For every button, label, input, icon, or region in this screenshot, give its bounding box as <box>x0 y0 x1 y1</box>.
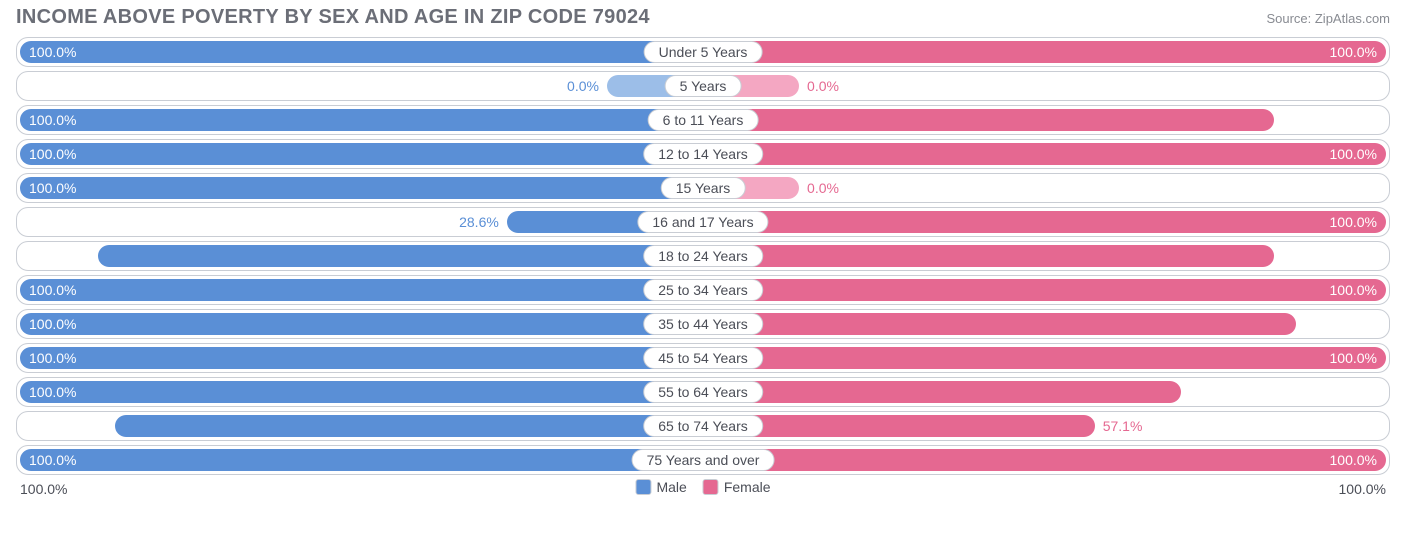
chart-header: INCOME ABOVE POVERTY BY SEX AND AGE IN Z… <box>10 6 1396 35</box>
male-bar <box>20 347 703 369</box>
legend-label-male: Male <box>656 479 686 495</box>
male-bar <box>115 415 703 437</box>
age-label: 18 to 24 Years <box>643 245 763 267</box>
female-value: 86.4% <box>1337 316 1377 332</box>
female-value: 100.0% <box>1330 452 1377 468</box>
female-bar <box>703 313 1296 335</box>
age-label: 6 to 11 Years <box>648 109 759 131</box>
female-bar <box>703 211 1386 233</box>
male-bar <box>20 279 703 301</box>
male-bar <box>98 245 703 267</box>
male-bar <box>20 313 703 335</box>
female-bar <box>703 143 1386 165</box>
female-bar <box>703 347 1386 369</box>
male-value: 100.0% <box>29 44 76 60</box>
male-value: 100.0% <box>29 452 76 468</box>
age-label: 45 to 54 Years <box>643 347 763 369</box>
male-value: 85.7% <box>29 418 69 434</box>
chart-row: 100.0% 100.0% Under 5 Years <box>16 37 1390 67</box>
chart-row: 28.6% 100.0% 16 and 17 Years <box>16 207 1390 237</box>
female-value: 69.7% <box>1337 384 1377 400</box>
legend-female: Female <box>703 479 771 495</box>
chart-row: 100.0% 100.0% 45 to 54 Years <box>16 343 1390 373</box>
female-value: 0.0% <box>807 78 839 94</box>
female-value: 100.0% <box>1330 146 1377 162</box>
male-bar <box>20 177 703 199</box>
chart-row: 85.7% 57.1% 65 to 74 Years <box>16 411 1390 441</box>
male-value: 100.0% <box>29 112 76 128</box>
female-value: 100.0% <box>1330 282 1377 298</box>
chart-rows: 100.0% 100.0% Under 5 Years 0.0% 0.0% 5 Years… <box>10 35 1396 475</box>
male-bar <box>20 381 703 403</box>
chart-title: INCOME ABOVE POVERTY BY SEX AND AGE IN Z… <box>16 6 650 29</box>
female-value: 100.0% <box>1330 350 1377 366</box>
age-label: 25 to 34 Years <box>643 279 763 301</box>
female-value: 83.3% <box>1337 112 1377 128</box>
age-label: 12 to 14 Years <box>643 143 763 165</box>
male-bar <box>20 109 703 131</box>
axis-tick-left: 100.0% <box>20 481 67 497</box>
male-value: 100.0% <box>29 316 76 332</box>
male-value: 100.0% <box>29 350 76 366</box>
age-label: 15 Years <box>661 177 746 199</box>
legend-swatch-female <box>703 479 719 495</box>
chart-row: 100.0% 100.0% 25 to 34 Years <box>16 275 1390 305</box>
female-bar <box>703 449 1386 471</box>
legend-swatch-male <box>635 479 651 495</box>
female-value: 0.0% <box>807 180 839 196</box>
chart-legend: Male Female <box>635 479 770 495</box>
age-label: 55 to 64 Years <box>643 381 763 403</box>
chart-row: 100.0% 0.0% 15 Years <box>16 173 1390 203</box>
legend-male: Male <box>635 479 686 495</box>
chart-row: 100.0% 100.0% 75 Years and over <box>16 445 1390 475</box>
female-value: 100.0% <box>1330 44 1377 60</box>
age-label: 75 Years and over <box>632 449 775 471</box>
male-value: 100.0% <box>29 146 76 162</box>
female-bar <box>703 41 1386 63</box>
male-value: 100.0% <box>29 384 76 400</box>
male-bar <box>20 449 703 471</box>
female-bar <box>703 381 1181 403</box>
chart-row: 100.0% 100.0% 12 to 14 Years <box>16 139 1390 169</box>
chart-container: INCOME ABOVE POVERTY BY SEX AND AGE IN Z… <box>0 0 1406 511</box>
female-bar <box>703 109 1274 131</box>
male-value: 0.0% <box>567 78 599 94</box>
male-bar <box>20 41 703 63</box>
age-label: 5 Years <box>665 75 742 97</box>
age-label: 16 and 17 Years <box>637 211 768 233</box>
age-label: 35 to 44 Years <box>643 313 763 335</box>
chart-row: 88.2% 83.3% 18 to 24 Years <box>16 241 1390 271</box>
female-value: 100.0% <box>1330 214 1377 230</box>
female-value: 83.3% <box>1337 248 1377 264</box>
chart-row: 100.0% 69.7% 55 to 64 Years <box>16 377 1390 407</box>
chart-row: 100.0% 83.3% 6 to 11 Years <box>16 105 1390 135</box>
chart-axis: 100.0% Male Female 100.0% <box>16 479 1390 501</box>
chart-row: 100.0% 86.4% 35 to 44 Years <box>16 309 1390 339</box>
male-bar <box>20 143 703 165</box>
legend-label-female: Female <box>724 479 771 495</box>
age-label: Under 5 Years <box>644 41 763 63</box>
chart-row: 0.0% 0.0% 5 Years <box>16 71 1390 101</box>
male-value: 100.0% <box>29 282 76 298</box>
female-bar <box>703 279 1386 301</box>
age-label: 65 to 74 Years <box>643 415 763 437</box>
male-value: 28.6% <box>459 214 499 230</box>
female-value: 57.1% <box>1103 418 1143 434</box>
chart-source: Source: ZipAtlas.com <box>1266 11 1390 26</box>
male-value: 88.2% <box>29 248 69 264</box>
male-value: 100.0% <box>29 180 76 196</box>
female-bar <box>703 245 1274 267</box>
axis-tick-right: 100.0% <box>1339 481 1386 497</box>
